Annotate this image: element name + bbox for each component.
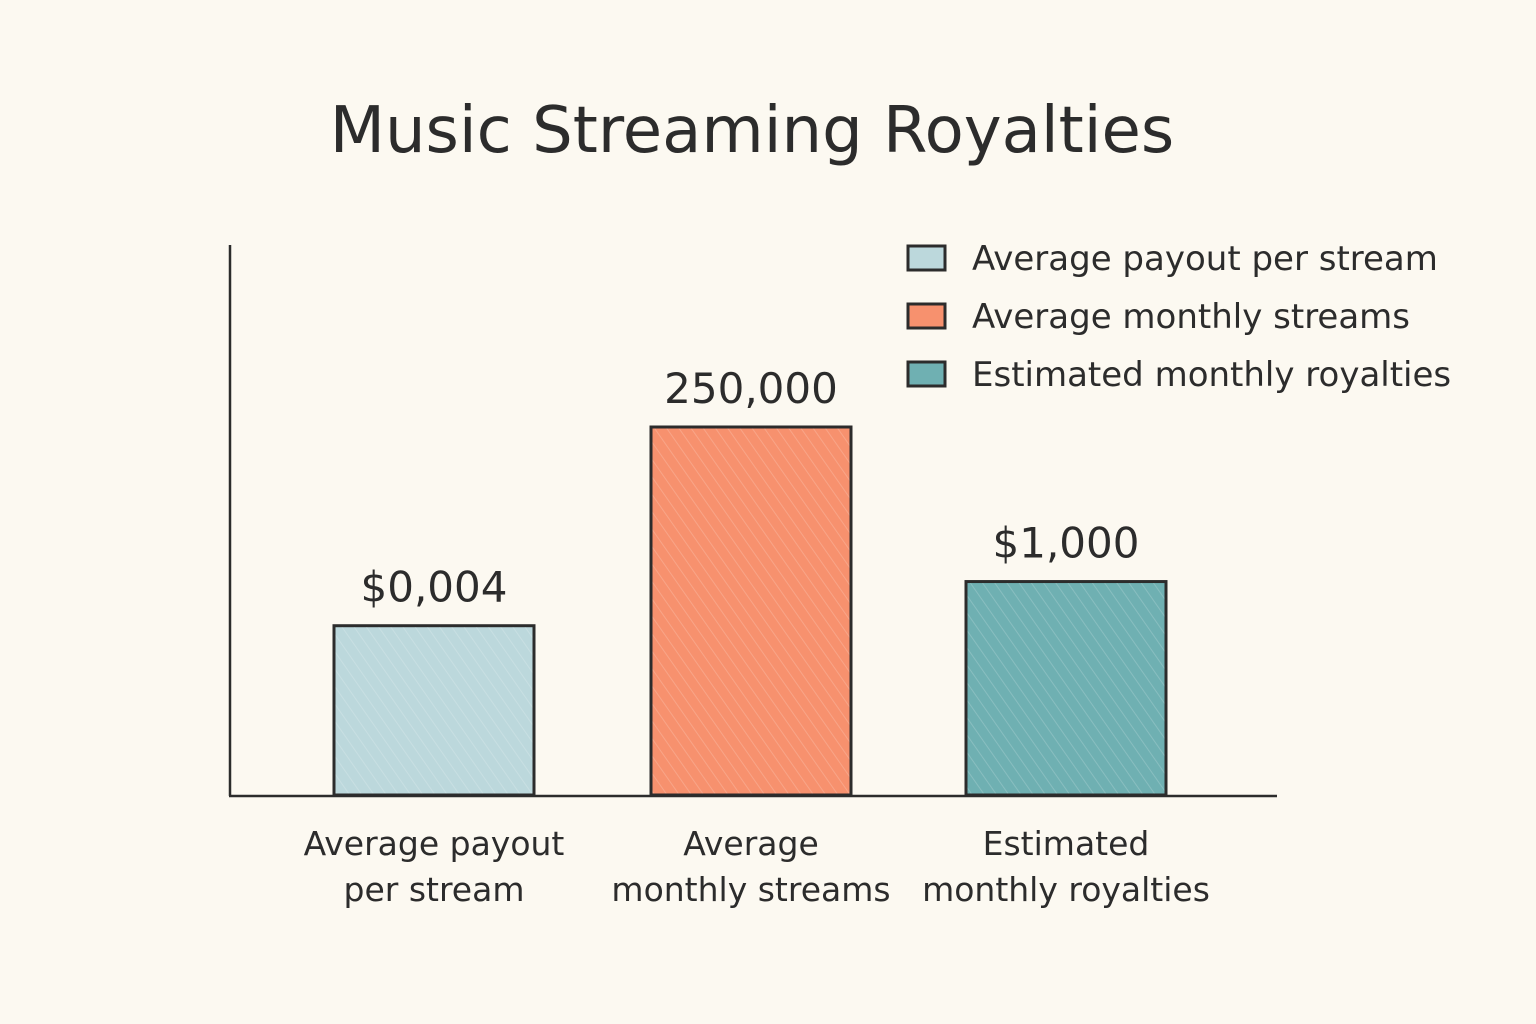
legend-swatch-2 <box>906 302 947 330</box>
value-label-1: $0,004 <box>361 563 508 612</box>
category-label-2-line-2: monthly streams <box>611 870 890 909</box>
bars-group: $0,004 Average payout per stream 250,000 Ave… <box>304 364 1210 909</box>
legend-swatch-3 <box>906 360 947 388</box>
bar-2 <box>649 425 853 797</box>
legend-label-2: Average monthly streams <box>972 297 1410 337</box>
category-label-1-line-2: per stream <box>344 870 525 909</box>
legend-swatch-1 <box>906 244 947 272</box>
legend-label-1: Average payout per stream <box>972 239 1438 279</box>
value-label-3: $1,000 <box>993 519 1140 568</box>
chart-title: Music Streaming Royalties <box>330 94 1175 168</box>
value-label-2: 250,000 <box>664 364 838 413</box>
bar-1 <box>332 624 536 797</box>
bar-3 <box>964 580 1168 797</box>
legend: Average payout per stream Average monthly… <box>906 239 1451 395</box>
category-label-1-line-1: Average payout <box>304 824 565 863</box>
category-label-3-line-2: monthly royalties <box>922 870 1210 909</box>
category-label-2-line-1: Average <box>683 824 819 863</box>
category-label-3-line-1: Estimated <box>983 824 1150 863</box>
legend-label-3: Estimated monthly royalties <box>972 355 1451 395</box>
